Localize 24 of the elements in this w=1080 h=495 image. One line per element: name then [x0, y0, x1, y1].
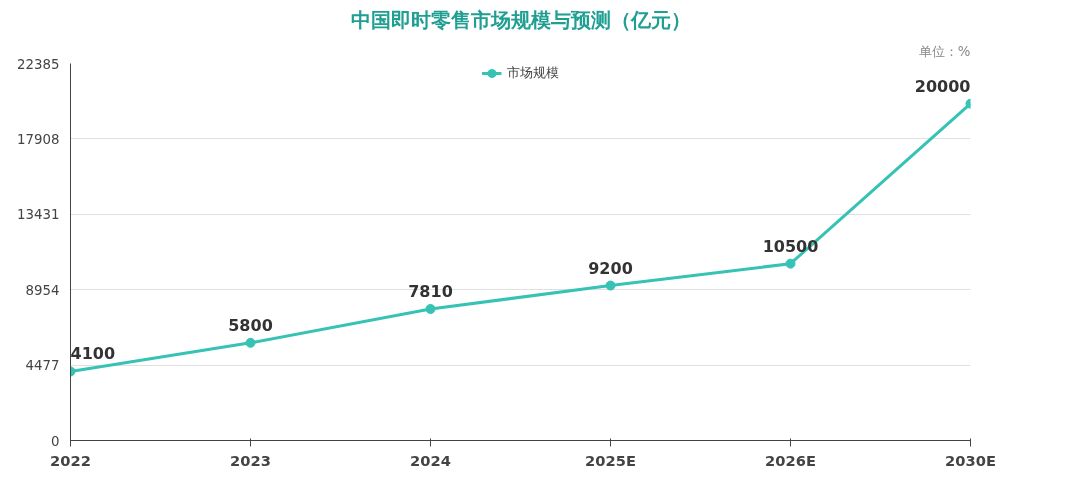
- x-tick-label: 2025E: [585, 451, 636, 469]
- data-label: 4100: [70, 344, 116, 364]
- point: [245, 337, 256, 348]
- legend-label: 市场规模: [506, 64, 559, 82]
- y-tick-label: 13431: [17, 207, 60, 223]
- y-tick-label: 17908: [17, 131, 60, 147]
- y-tick-label: 8954: [25, 282, 60, 298]
- data-label: 9200: [588, 258, 633, 278]
- x-tick-label: 2030E: [945, 451, 996, 469]
- y-tick-label: 4477: [25, 358, 60, 374]
- point: [785, 258, 796, 269]
- data-label: 20000: [914, 76, 971, 96]
- chart-title: 中国即时零售市场规模与预测（亿元）: [350, 7, 691, 32]
- x-tick-label: 2024: [410, 451, 451, 469]
- x-tick-label: 2022: [50, 451, 91, 469]
- y-tick-label: 0: [51, 433, 60, 449]
- point: [425, 303, 436, 314]
- point: [605, 280, 616, 291]
- data-label: 7810: [408, 281, 453, 301]
- y-tick-label: 22385: [17, 56, 60, 72]
- x-tick-label: 2023: [230, 451, 271, 469]
- data-label: 5800: [228, 315, 273, 335]
- x-tick-label: 2026E: [765, 451, 816, 469]
- text: 单位：%: [918, 43, 971, 59]
